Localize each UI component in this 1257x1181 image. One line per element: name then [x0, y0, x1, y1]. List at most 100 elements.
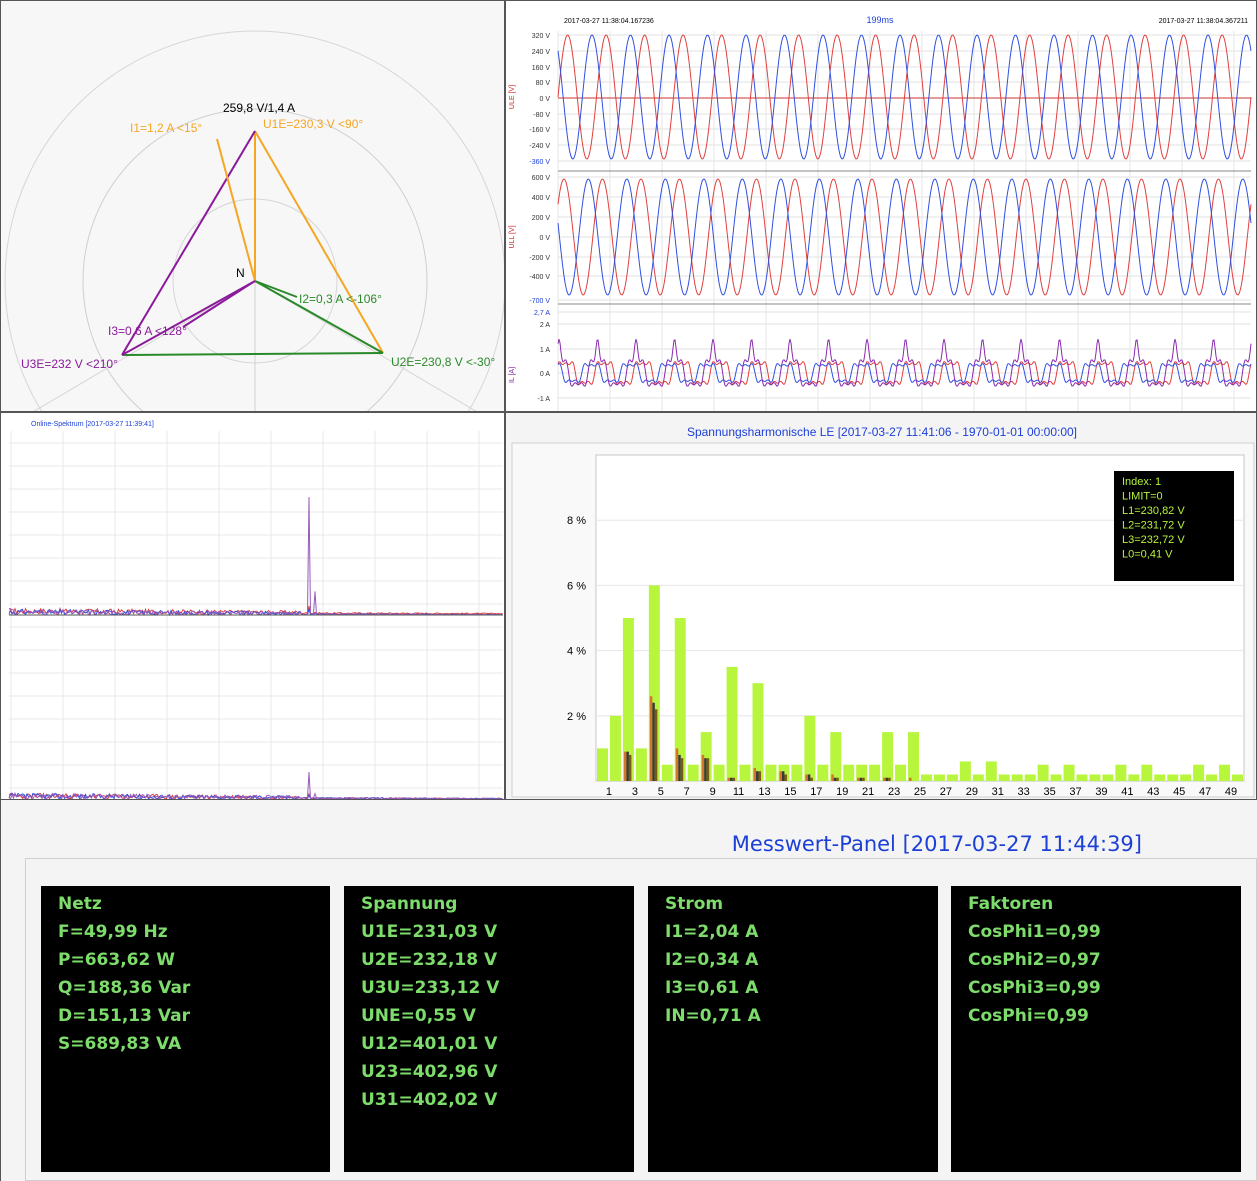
i1-phasor — [216, 138, 256, 282]
measurement-panel-title: Messwert-Panel [2017-03-27 11:44:39] — [731, 832, 1142, 856]
harmonics-x-tick: 21 — [862, 786, 874, 798]
il-tick-label: -1 A — [538, 396, 551, 403]
harmonics-bar-limit — [1076, 774, 1088, 781]
harmonics-bar-limit — [1063, 764, 1075, 781]
netz-active-power: P=663,62 W — [58, 950, 175, 970]
strom-box: Strom I1=2,04 A I2=0,34 A I3=0,61 A IN=0… — [648, 886, 938, 1172]
strom-i1: I1=2,04 A — [665, 922, 759, 942]
harmonics-bar-limit — [817, 764, 829, 781]
ule-axis-label: ULE [V] — [509, 85, 516, 109]
strom-in: IN=0,71 A — [665, 1006, 761, 1026]
harmonics-bar-limit — [1141, 764, 1153, 781]
harmonics-x-tick: 15 — [784, 786, 796, 798]
faktoren-cosphi2: CosPhi2=0,97 — [968, 950, 1101, 970]
netz-apparent-power: S=689,83 VA — [58, 1034, 182, 1054]
ule-tick-label: -160 V — [529, 127, 550, 134]
ule-tick-label: 160 V — [532, 65, 551, 72]
grid-circle-outer — [4, 30, 504, 411]
harmonics-bar-limit — [674, 618, 686, 781]
harmonics-bar-limit — [713, 764, 725, 781]
wave-end-time: 2017-03-27 11:38:04.367211 — [1159, 18, 1248, 25]
ull-tick-label: 400 V — [532, 195, 551, 202]
harmonics-bar-l2 — [859, 777, 863, 781]
harmonics-bar-limit — [687, 764, 699, 781]
harmonics-bar-l2 — [807, 774, 811, 781]
harmonics-tooltip — [1114, 471, 1234, 581]
harmonics-x-tick: 9 — [710, 786, 716, 798]
il-tick-label: 1 A — [540, 347, 550, 354]
harmonics-bar-limit — [830, 732, 842, 781]
harmonics-bar-limit — [1180, 774, 1192, 781]
harmonics-x-tick: 19 — [836, 786, 848, 798]
harmonics-y-tick: 8 % — [567, 515, 586, 527]
waveform-chart: 2017-03-27 11:38:04.167236 199ms 2017-03… — [509, 15, 1252, 411]
harmonics-bar-l2 — [833, 777, 837, 781]
harmonics-bar-l3 — [810, 777, 813, 781]
ull-axis-label: ULL [V] — [509, 225, 516, 248]
harmonics-bar-limit — [972, 774, 984, 781]
harmonics-bar-l1 — [805, 774, 808, 781]
u3-phasor — [121, 280, 256, 356]
faktoren-cosphi1: CosPhi1=0,99 — [968, 922, 1101, 942]
ull-tick-label: -400 V — [529, 274, 550, 281]
spectrum-panel: Online-Spektrum [2017-03-27 11:39:41] — [0, 412, 505, 800]
harmonics-x-tick: 39 — [1095, 786, 1107, 798]
strom-i2: I2=0,34 A — [665, 950, 759, 970]
harmonics-x-tick: 29 — [966, 786, 978, 798]
spannung-une: UNE=0,55 V — [361, 1006, 476, 1026]
u3-u1-line — [121, 130, 256, 356]
ule-wave-l1 — [557, 34, 1252, 160]
harmonics-bar-limit — [1115, 764, 1127, 781]
ull-tick-label: 600 V — [532, 175, 551, 182]
harmonics-x-tick: 31 — [992, 786, 1004, 798]
harmonics-bar-limit — [1050, 774, 1062, 781]
harmonics-x-tick: 37 — [1069, 786, 1081, 798]
harmonics-bar-limit — [1232, 774, 1243, 781]
harmonics-bar-l3 — [732, 777, 736, 781]
i2-phasor — [254, 280, 298, 298]
harmonics-bar-limit — [1024, 774, 1036, 781]
harmonics-bar-l2 — [678, 754, 681, 781]
faktoren-header: Faktoren — [968, 894, 1054, 914]
phasor-diagram-panel: 259,8 V/1,4 A N U1E=230,3 V <90° U2E=230… — [0, 0, 505, 412]
ull-tick-label: -700 V — [529, 298, 550, 305]
harmonics-x-tick: 13 — [758, 786, 770, 798]
harmonics-bar-l2 — [781, 771, 785, 781]
harmonics-x-tick: 27 — [940, 786, 952, 798]
ull-tick-label: 200 V — [532, 215, 551, 222]
harmonics-bar-l3 — [628, 754, 632, 781]
harmonics-bar-limit — [765, 764, 777, 781]
harmonics-bar-limit — [1128, 774, 1140, 781]
harmonics-bar-l1 — [883, 777, 886, 781]
ule-tick-label: 80 V — [536, 80, 551, 87]
wave-duration: 199ms — [866, 15, 894, 25]
harmonics-x-tick: 47 — [1199, 786, 1211, 798]
harmonics-bar-limit — [622, 618, 634, 781]
harmonics-bar-l3 — [680, 758, 684, 781]
u2-u3-line — [121, 352, 384, 356]
u1-label: U1E=230,3 V <90° — [263, 117, 363, 131]
harmonics-x-tick: 49 — [1225, 786, 1237, 798]
harmonics-title: Spannungsharmonische LE [2017-03-27 11:4… — [687, 425, 1077, 439]
tooltip-line: L1=230,82 V — [1122, 505, 1185, 517]
harmonics-bar-limit — [946, 774, 958, 781]
harmonics-bar-limit — [1102, 774, 1114, 781]
wave-start-time: 2017-03-27 11:38:04.167236 — [564, 18, 654, 25]
faktoren-box: Faktoren CosPhi1=0,99 CosPhi2=0,97 CosPh… — [951, 886, 1241, 1172]
harmonics-bar-l3 — [706, 758, 710, 781]
harmonics-y-tick: 2 % — [567, 711, 586, 723]
tooltip-line: L3=232,72 V — [1122, 534, 1185, 546]
harmonics-bar-limit — [869, 764, 881, 781]
faktoren-cosphi: CosPhi=0,99 — [968, 1006, 1089, 1026]
harmonics-x-tick: 43 — [1147, 786, 1159, 798]
ule-tick-label: 320 V — [532, 33, 551, 40]
harmonics-x-tick: 45 — [1173, 786, 1185, 798]
harmonics-bar-l2 — [756, 771, 759, 781]
harmonics-bar-l1 — [909, 777, 912, 781]
harmonics-bar-limit — [1037, 764, 1049, 781]
harmonics-bar-l1 — [753, 767, 757, 781]
il-axis-label: IL [A] — [509, 367, 516, 383]
harmonics-bar-limit — [921, 774, 932, 781]
spannung-u12: U12=401,01 V — [361, 1034, 498, 1054]
harmonics-bar-limit — [791, 764, 803, 781]
